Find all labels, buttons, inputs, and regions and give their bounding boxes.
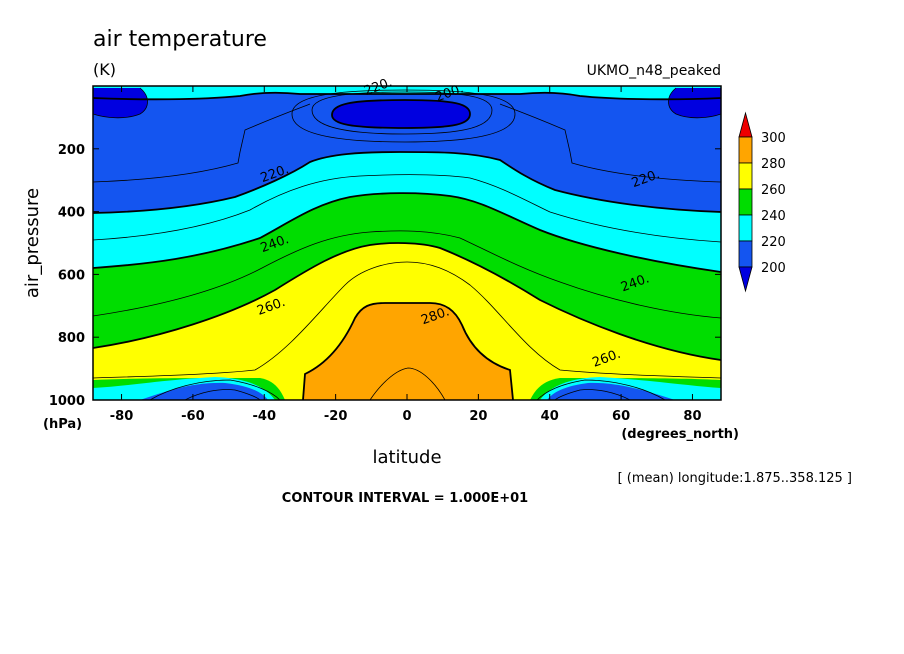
x-tick-label: 60 (612, 409, 630, 424)
contour-lines (93, 87, 721, 400)
contour-line-minor (369, 367, 446, 400)
y-axis-units: (hPa) (43, 417, 82, 432)
x-tick-label: -40 (253, 409, 277, 424)
contour-line-minor (93, 230, 721, 319)
colorbar-swatch (738, 240, 753, 268)
contour-line-minor (93, 261, 721, 379)
contour-fill-region (93, 86, 721, 100)
chart-title: air temperature (93, 27, 267, 52)
x-tick-label: 20 (469, 409, 487, 424)
colorbar-swatch (738, 162, 753, 190)
contour-line-minor (149, 379, 281, 400)
x-axis-label: latitude (372, 447, 441, 468)
x-tick-label: 40 (541, 409, 559, 424)
y-tick-label: 800 (58, 331, 85, 346)
x-tick-label: 80 (683, 409, 701, 424)
y-axis: 200 400 600 800 1000 (49, 143, 721, 409)
colorbar-swatch (738, 214, 753, 242)
x-axis-units: (degrees_north) (621, 427, 739, 442)
contour-interval-note: CONTOUR INTERVAL = 1.000E+01 (282, 491, 528, 506)
x-tick-label: -20 (324, 409, 348, 424)
colorbar-top-arrow (738, 111, 753, 138)
colorbar-label: 240 (761, 209, 786, 224)
contour-line-major (93, 192, 721, 273)
contour-fills (93, 86, 721, 400)
contour-line-major (93, 242, 721, 361)
colorbar-swatch (738, 188, 753, 216)
contour-fill-region (93, 88, 148, 118)
contour-fill-region (140, 382, 268, 400)
colorbar-bottom-arrow (738, 266, 753, 293)
contour-line-minor (184, 389, 261, 400)
contour-fill-region (547, 382, 675, 400)
contour-line-minor (668, 87, 721, 119)
contour-fill-region (303, 303, 513, 400)
colorbar-label: 220 (761, 235, 786, 250)
colorbar-label: 300 (761, 131, 786, 146)
x-axis: -80 -60 -40 -20 0 20 40 60 80 (110, 86, 702, 424)
contour-fill-region (332, 100, 470, 128)
contour-line-major (93, 91, 721, 101)
y-tick-label: 400 (58, 206, 85, 221)
contour-line-minor (291, 89, 516, 143)
y-tick-label: 200 (58, 143, 85, 158)
chart-units: (K) (93, 60, 116, 79)
contour-line-major (93, 151, 721, 214)
x-tick-label: 0 (402, 409, 411, 424)
contour-line-minor (536, 379, 666, 400)
contour-fill-region (668, 88, 721, 118)
colorbar-swatch (738, 136, 753, 164)
contour-line-major (331, 99, 471, 129)
averaging-note: [ (mean) longitude:1.875..358.125 ] (618, 471, 852, 486)
contour-line-minor (499, 103, 721, 183)
contour-line-minor (93, 87, 148, 119)
contour-line-minor (93, 174, 721, 243)
colorbar: 300 280 260 240 220 200 (738, 111, 786, 293)
dataset-name: UKMO_n48_peaked (587, 63, 721, 79)
y-axis-label: air_pressure (22, 188, 43, 298)
y-tick-label: 1000 (49, 394, 85, 409)
colorbar-label: 260 (761, 183, 786, 198)
y-tick-label: 600 (58, 268, 85, 283)
x-tick-label: -80 (110, 409, 134, 424)
colorbar-label: 280 (761, 157, 786, 172)
colorbar-label: 200 (761, 261, 786, 276)
contour-line-major (302, 302, 514, 400)
contour-line-minor (311, 91, 493, 135)
contour-line-minor (554, 389, 631, 400)
x-tick-label: -60 (181, 409, 205, 424)
